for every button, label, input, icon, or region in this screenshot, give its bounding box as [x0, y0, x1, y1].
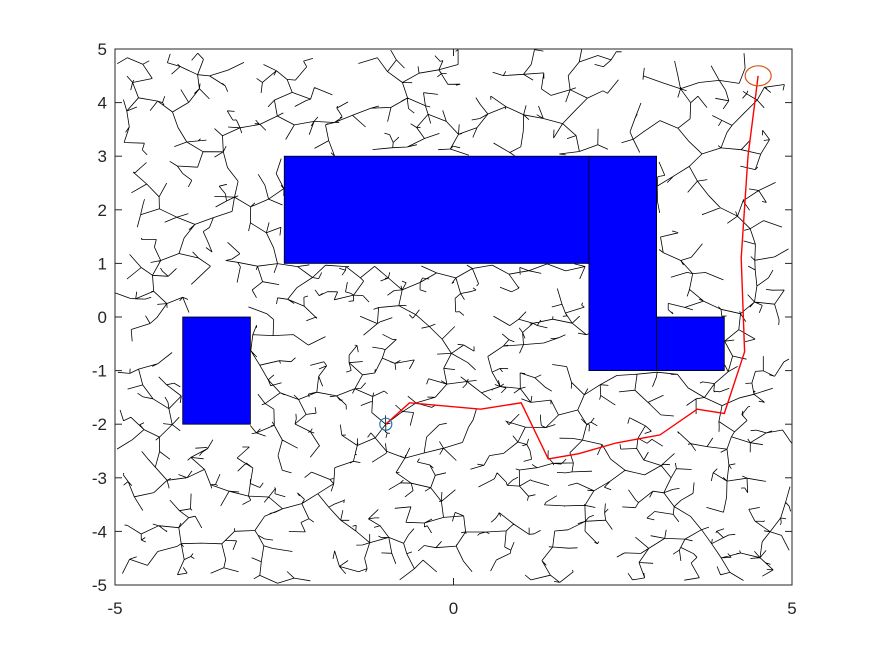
path-line — [385, 75, 759, 460]
start-marker — [379, 417, 393, 431]
x-tick-label: 5 — [787, 599, 796, 618]
obstacle-1 — [182, 316, 251, 425]
x-tick-label: -5 — [107, 599, 122, 618]
y-tick-label: 3 — [98, 147, 107, 166]
obstacles — [182, 155, 725, 425]
goal-marker — [744, 65, 772, 87]
obstacle-3 — [588, 155, 658, 371]
y-tick-label: 0 — [98, 308, 107, 327]
y-tick-label: -4 — [92, 522, 107, 541]
y-tick-label: 4 — [98, 94, 107, 113]
planned-path — [385, 75, 759, 460]
axes: -5 0 5 -5 -4 -3 -2 -1 0 1 2 3 4 5 — [92, 40, 797, 618]
rrt-tree — [115, 49, 792, 584]
y-tick-label: -1 — [92, 362, 107, 381]
y-tick-label: 2 — [98, 201, 107, 220]
obstacle-4 — [656, 316, 725, 371]
y-tick-label: 1 — [98, 254, 107, 273]
obstacle-2 — [283, 155, 590, 264]
markers — [379, 65, 772, 431]
x-tick-label: 0 — [449, 599, 458, 618]
y-tick-label: 5 — [98, 40, 107, 59]
tree-edges — [115, 49, 792, 584]
y-tick-label: -5 — [92, 576, 107, 595]
y-tick-label: -3 — [92, 469, 107, 488]
y-tick-label: -2 — [92, 415, 107, 434]
